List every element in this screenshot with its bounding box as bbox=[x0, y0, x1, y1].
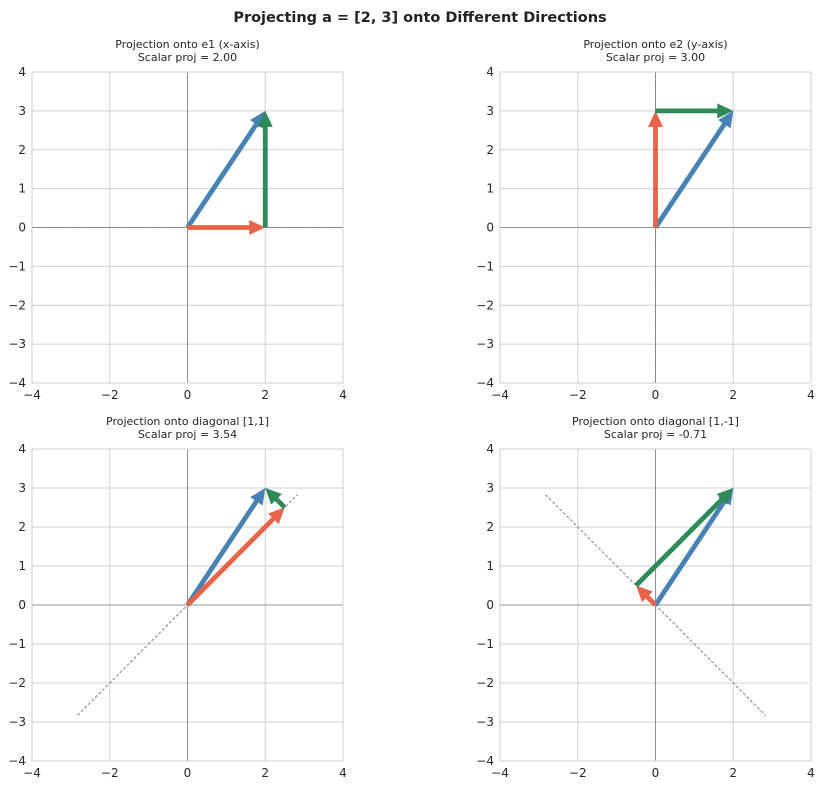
x-tick-label: −2 bbox=[569, 766, 587, 780]
x-tick-label: 2 bbox=[261, 766, 269, 780]
plot-frame bbox=[31, 448, 344, 762]
y-tick-label: −4 bbox=[476, 754, 494, 768]
y-tick-label: 2 bbox=[18, 520, 26, 534]
arrow-residual bbox=[634, 488, 734, 588]
y-tick-label: 1 bbox=[486, 182, 494, 196]
y-tick-label: 0 bbox=[486, 598, 494, 612]
y-tick-label: 1 bbox=[18, 559, 26, 573]
x-tick-label: 4 bbox=[339, 388, 347, 402]
arrow-projection bbox=[648, 110, 663, 228]
y-tick-label: 4 bbox=[486, 442, 494, 456]
y-tick-label: −1 bbox=[476, 637, 494, 651]
y-tick-label: 0 bbox=[486, 221, 494, 235]
y-tick-label: 4 bbox=[18, 442, 26, 456]
y-tick-label: −3 bbox=[476, 337, 494, 351]
x-tick-label: 4 bbox=[807, 766, 815, 780]
x-tick-label: 2 bbox=[729, 766, 737, 780]
y-tick-label: 3 bbox=[18, 481, 26, 495]
y-tick-label: 2 bbox=[486, 520, 494, 534]
y-tick-label: −3 bbox=[8, 715, 26, 729]
x-tick-label: 2 bbox=[261, 388, 269, 402]
panel-title-line-2: Scalar proj = 2.00 bbox=[138, 51, 237, 64]
x-tick-label: 2 bbox=[729, 388, 737, 402]
y-tick-label: 2 bbox=[18, 143, 26, 157]
arrow-vector-a bbox=[653, 110, 734, 229]
x-tick-label: 0 bbox=[652, 766, 660, 780]
x-tick-label: −2 bbox=[569, 388, 587, 402]
y-tick-label: 4 bbox=[486, 65, 494, 79]
y-tick-label: 1 bbox=[486, 559, 494, 573]
y-tick-label: 0 bbox=[18, 221, 26, 235]
plot-frame bbox=[31, 71, 344, 384]
x-tick-label: −2 bbox=[101, 388, 119, 402]
x-tick-label: −4 bbox=[23, 766, 41, 780]
chart-panel-2: Projection onto e2 (y-axis)Scalar proj =… bbox=[476, 38, 815, 402]
y-tick-label: −2 bbox=[8, 676, 26, 690]
arrow-residual bbox=[257, 110, 273, 228]
y-tick-label: −1 bbox=[476, 259, 494, 273]
panels-container: Projection onto e1 (x-axis)Scalar proj =… bbox=[8, 38, 815, 780]
panel-title-line-1: Projection onto e2 (y-axis) bbox=[583, 38, 727, 51]
chart-panel-4: Projection onto diagonal [1,-1]Scalar pr… bbox=[476, 415, 815, 780]
y-tick-label: 4 bbox=[18, 65, 26, 79]
x-tick-label: 0 bbox=[652, 388, 660, 402]
y-tick-label: 3 bbox=[486, 481, 494, 495]
y-tick-label: −3 bbox=[8, 337, 26, 351]
figure-suptitle: Projecting a = [2, 3] onto Different Dir… bbox=[233, 10, 606, 26]
panel-title-line-1: Projection onto diagonal [1,1] bbox=[106, 415, 269, 428]
x-tick-label: 4 bbox=[339, 766, 347, 780]
y-tick-label: −2 bbox=[8, 298, 26, 312]
arrow-residual bbox=[655, 103, 734, 119]
y-tick-label: −2 bbox=[476, 676, 494, 690]
x-tick-label: −4 bbox=[23, 388, 41, 402]
arrow-vector-a bbox=[185, 110, 266, 229]
y-tick-label: −1 bbox=[8, 637, 26, 651]
arrow-projection bbox=[636, 585, 658, 607]
y-tick-label: 3 bbox=[486, 104, 494, 118]
arrow-projection bbox=[185, 507, 285, 607]
y-tick-label: −4 bbox=[8, 754, 26, 768]
plot-frame bbox=[499, 71, 812, 384]
panel-title-line-1: Projection onto diagonal [1,-1] bbox=[572, 415, 739, 428]
y-tick-label: 0 bbox=[18, 598, 26, 612]
y-tick-label: −3 bbox=[476, 715, 494, 729]
x-tick-label: 0 bbox=[184, 766, 192, 780]
chart-panel-1: Projection onto e1 (x-axis)Scalar proj =… bbox=[8, 38, 347, 402]
x-tick-label: −4 bbox=[491, 388, 509, 402]
y-tick-label: −2 bbox=[476, 298, 494, 312]
x-tick-label: −2 bbox=[101, 766, 119, 780]
chart-panel-3: Projection onto diagonal [1,1]Scalar pro… bbox=[8, 415, 347, 780]
y-tick-label: −4 bbox=[8, 376, 26, 390]
x-tick-label: 0 bbox=[184, 388, 192, 402]
y-tick-label: −1 bbox=[8, 259, 26, 273]
x-tick-label: 4 bbox=[807, 388, 815, 402]
arrow-vector-a bbox=[185, 488, 266, 607]
y-tick-label: 1 bbox=[18, 182, 26, 196]
y-tick-label: 2 bbox=[486, 143, 494, 157]
panel-title-line-2: Scalar proj = 3.00 bbox=[606, 51, 705, 64]
y-tick-label: −4 bbox=[476, 376, 494, 390]
panel-title-line-1: Projection onto e1 (x-axis) bbox=[115, 38, 260, 51]
arrow-projection bbox=[187, 220, 266, 235]
panel-title-line-2: Scalar proj = -0.71 bbox=[604, 428, 707, 441]
y-tick-label: 3 bbox=[18, 104, 26, 118]
arrow-vector-a bbox=[653, 488, 734, 607]
arrow-residual bbox=[265, 488, 287, 510]
panel-title-line-2: Scalar proj = 3.54 bbox=[138, 428, 237, 441]
x-tick-label: −4 bbox=[491, 766, 509, 780]
plot-frame bbox=[499, 448, 812, 762]
